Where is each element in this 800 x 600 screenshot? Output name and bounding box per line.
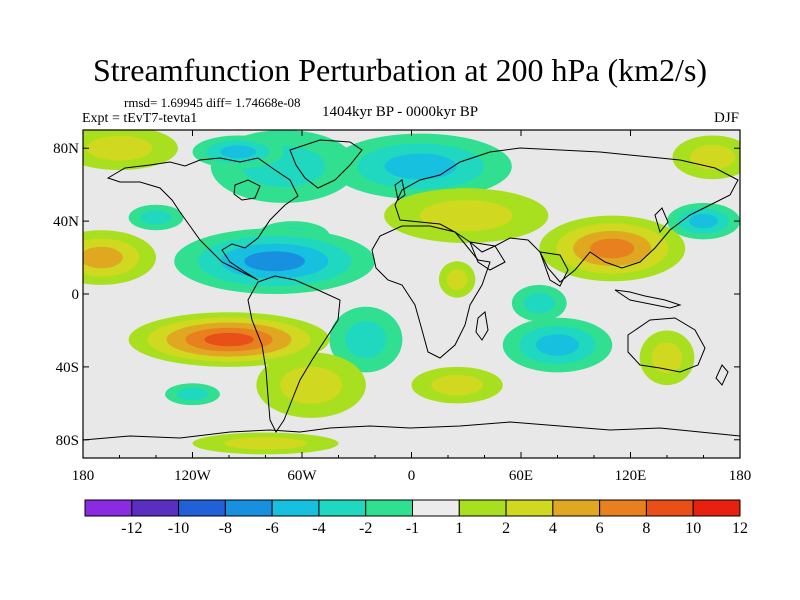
colorbar-label: -2 (359, 520, 372, 537)
lat-tick-label: 40N (53, 214, 79, 230)
anomaly-asia-subtropical-positive-level-6 (590, 238, 635, 259)
map-title: Streamfunction Perturbation at 200 hPa (… (92, 52, 708, 88)
coastline-greenland (289, 139, 363, 189)
coastline-layer (83, 139, 740, 441)
lon-tick-label: 60E (509, 468, 533, 484)
lon-tick-label: 180 (729, 468, 752, 484)
coastline-africa (371, 225, 491, 359)
colorbar-swatch (412, 499, 460, 517)
anomaly-south-atlantic-negative-level-2 (345, 321, 387, 359)
colorbar-swatch (84, 499, 133, 517)
colorbar: -12 -10 -8 -6 -4 -2 -1 1 2 4 6 8 10 12 (84, 499, 748, 537)
experiment-label: Expt = tEvT7-tevta1 (82, 111, 198, 126)
axis-ticks: 80N 40N 0 40S 80S 180 120W 60W 0 60E 120E 180 (53, 130, 751, 484)
anomaly-arctic-siberia-positive-level-2 (689, 144, 736, 170)
colorbar-swatch (552, 499, 601, 517)
coastline-madagascar (475, 311, 489, 341)
anomaly-south-indian-negative-level-4 (535, 334, 580, 356)
colorbar-swatch (365, 499, 414, 517)
coastline-indonesia (614, 289, 682, 309)
colorbar-label: 4 (549, 520, 557, 537)
coastline-india (539, 251, 569, 287)
anomaly-north-pacific-positive-level-2 (86, 135, 153, 161)
anomaly-west-pacific-negative-level-4 (689, 213, 718, 229)
coastline-britain (394, 179, 406, 201)
colorbar-swatch (505, 499, 554, 517)
colorbar-swatch (645, 499, 694, 517)
coastline-hudson-bay (233, 179, 261, 201)
coastline-eurasia (394, 147, 739, 283)
colorbar-label: 8 (642, 520, 650, 537)
colorbar-label: 6 (596, 520, 604, 537)
colorbar-swatch (271, 499, 320, 517)
colorbar-label: -6 (265, 520, 278, 537)
stats-text: rmsd= 1.69945 diff= 1.74668e-08 (124, 95, 301, 110)
anomaly-layer (83, 130, 740, 455)
colorbar-label: -1 (406, 520, 419, 537)
colorbar-label: 12 (732, 520, 748, 537)
colorbar-swatch (178, 499, 226, 517)
anomaly-arctic-canada-negative-level-4 (220, 145, 257, 159)
anomaly-antarctica-positive-level-2 (224, 437, 307, 450)
colorbar-label: -8 (219, 520, 232, 537)
anomaly-central-pacific-north-negative-level-2 (140, 210, 172, 225)
anomaly-south-ocean-positive-level-2 (431, 374, 483, 396)
colorbar-label: 10 (685, 520, 701, 537)
lon-tick-label: 180 (72, 468, 95, 484)
anomaly-east-pacific-positive-level-4 (83, 246, 123, 269)
colorbar-label: -4 (312, 520, 325, 537)
colorbar-label: -10 (168, 520, 189, 537)
lat-tick-label: 40S (56, 360, 79, 376)
colorbar-label: 2 (502, 520, 510, 537)
lat-tick-label: 80S (56, 433, 79, 449)
season-label: DJF (713, 110, 739, 126)
colorbar-swatch (318, 499, 367, 517)
lat-tick-label: 0 (72, 287, 80, 303)
anomaly-tropical-america-negative-level-6 (244, 251, 305, 272)
colorbar-swatch (224, 499, 273, 517)
coastline-new-zealand (715, 364, 729, 386)
lon-tick-label: 60W (287, 468, 317, 484)
colorbar-swatch (692, 499, 741, 517)
lon-tick-label: 120E (615, 468, 647, 484)
coastline-arabia (469, 241, 506, 271)
coastline-australia (627, 317, 706, 373)
coastline-north-america (106, 157, 299, 281)
anomaly-patagonia-positive-level-2 (280, 366, 343, 404)
anomaly-australia-positive-level-2 (651, 342, 683, 374)
anomaly-south-pacific-positive-level-8 (204, 332, 254, 347)
coastline-south-america (247, 275, 341, 433)
lon-tick-label: 120W (174, 468, 212, 484)
colorbar-label: 1 (455, 520, 463, 537)
period-label: 1404kyr BP - 0000kyr BP (322, 104, 479, 120)
anomaly-eurasia-negative-level-4 (384, 153, 457, 180)
anomaly-central-africa-positive-level-2 (446, 269, 468, 290)
anomaly-tropical-indian-negative-level-2 (523, 292, 555, 314)
lat-tick-label: 80N (53, 141, 79, 157)
lon-tick-label: 0 (408, 468, 416, 484)
colorbar-swatch (131, 499, 180, 517)
colorbar-label: -12 (121, 520, 142, 537)
anomaly-southern-ocean-negative-level-2 (177, 388, 208, 401)
colorbar-swatch (599, 499, 647, 517)
anomaly-mediterranean-positive-level-2 (419, 200, 513, 232)
coastline-japan (654, 207, 669, 234)
coastline-antarctica (83, 421, 740, 441)
colorbar-swatch (458, 499, 507, 517)
